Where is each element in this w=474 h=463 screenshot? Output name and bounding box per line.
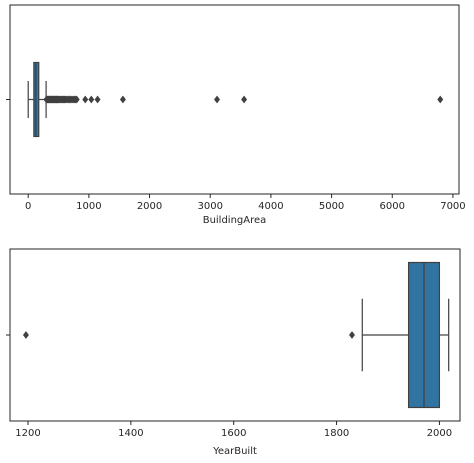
outlier-point — [214, 95, 221, 104]
outlier-point — [119, 95, 126, 104]
outlier-point — [437, 95, 444, 104]
x-tick-label: 7000 — [440, 201, 465, 212]
x-axis-label: YearBuilt — [212, 446, 257, 457]
outlier-point — [22, 331, 29, 339]
x-tick-label: 1200 — [15, 428, 40, 439]
x-tick-label: 1600 — [221, 428, 246, 439]
outlier-point — [349, 331, 355, 339]
x-axis-label: BuildingArea — [203, 215, 267, 226]
x-tick-label: 6000 — [380, 201, 405, 212]
outlier-point — [73, 95, 80, 104]
x-tick-label: 2000 — [137, 201, 162, 212]
outlier-point — [94, 95, 101, 104]
x-tick-label: 2000 — [427, 428, 452, 439]
x-tick-label: 0 — [25, 201, 31, 212]
year-built-boxplot: 1200 1400 1600 1800 2000 YearBuilt — [6, 248, 461, 457]
x-tick-label: 5000 — [319, 201, 344, 212]
outlier-point — [88, 95, 95, 104]
outlier-point — [241, 95, 248, 104]
x-tick-label: 4000 — [258, 201, 283, 212]
x-tick-label: 1400 — [118, 428, 143, 439]
outlier-point — [82, 95, 89, 104]
x-tick-label: 1800 — [324, 428, 349, 439]
building-area-boxplot: 0 1000 2000 3000 4000 5000 6000 7000 BuildingAre… — [6, 4, 466, 226]
x-tick-label: 3000 — [198, 201, 223, 212]
x-tick-label: 1000 — [76, 201, 101, 212]
